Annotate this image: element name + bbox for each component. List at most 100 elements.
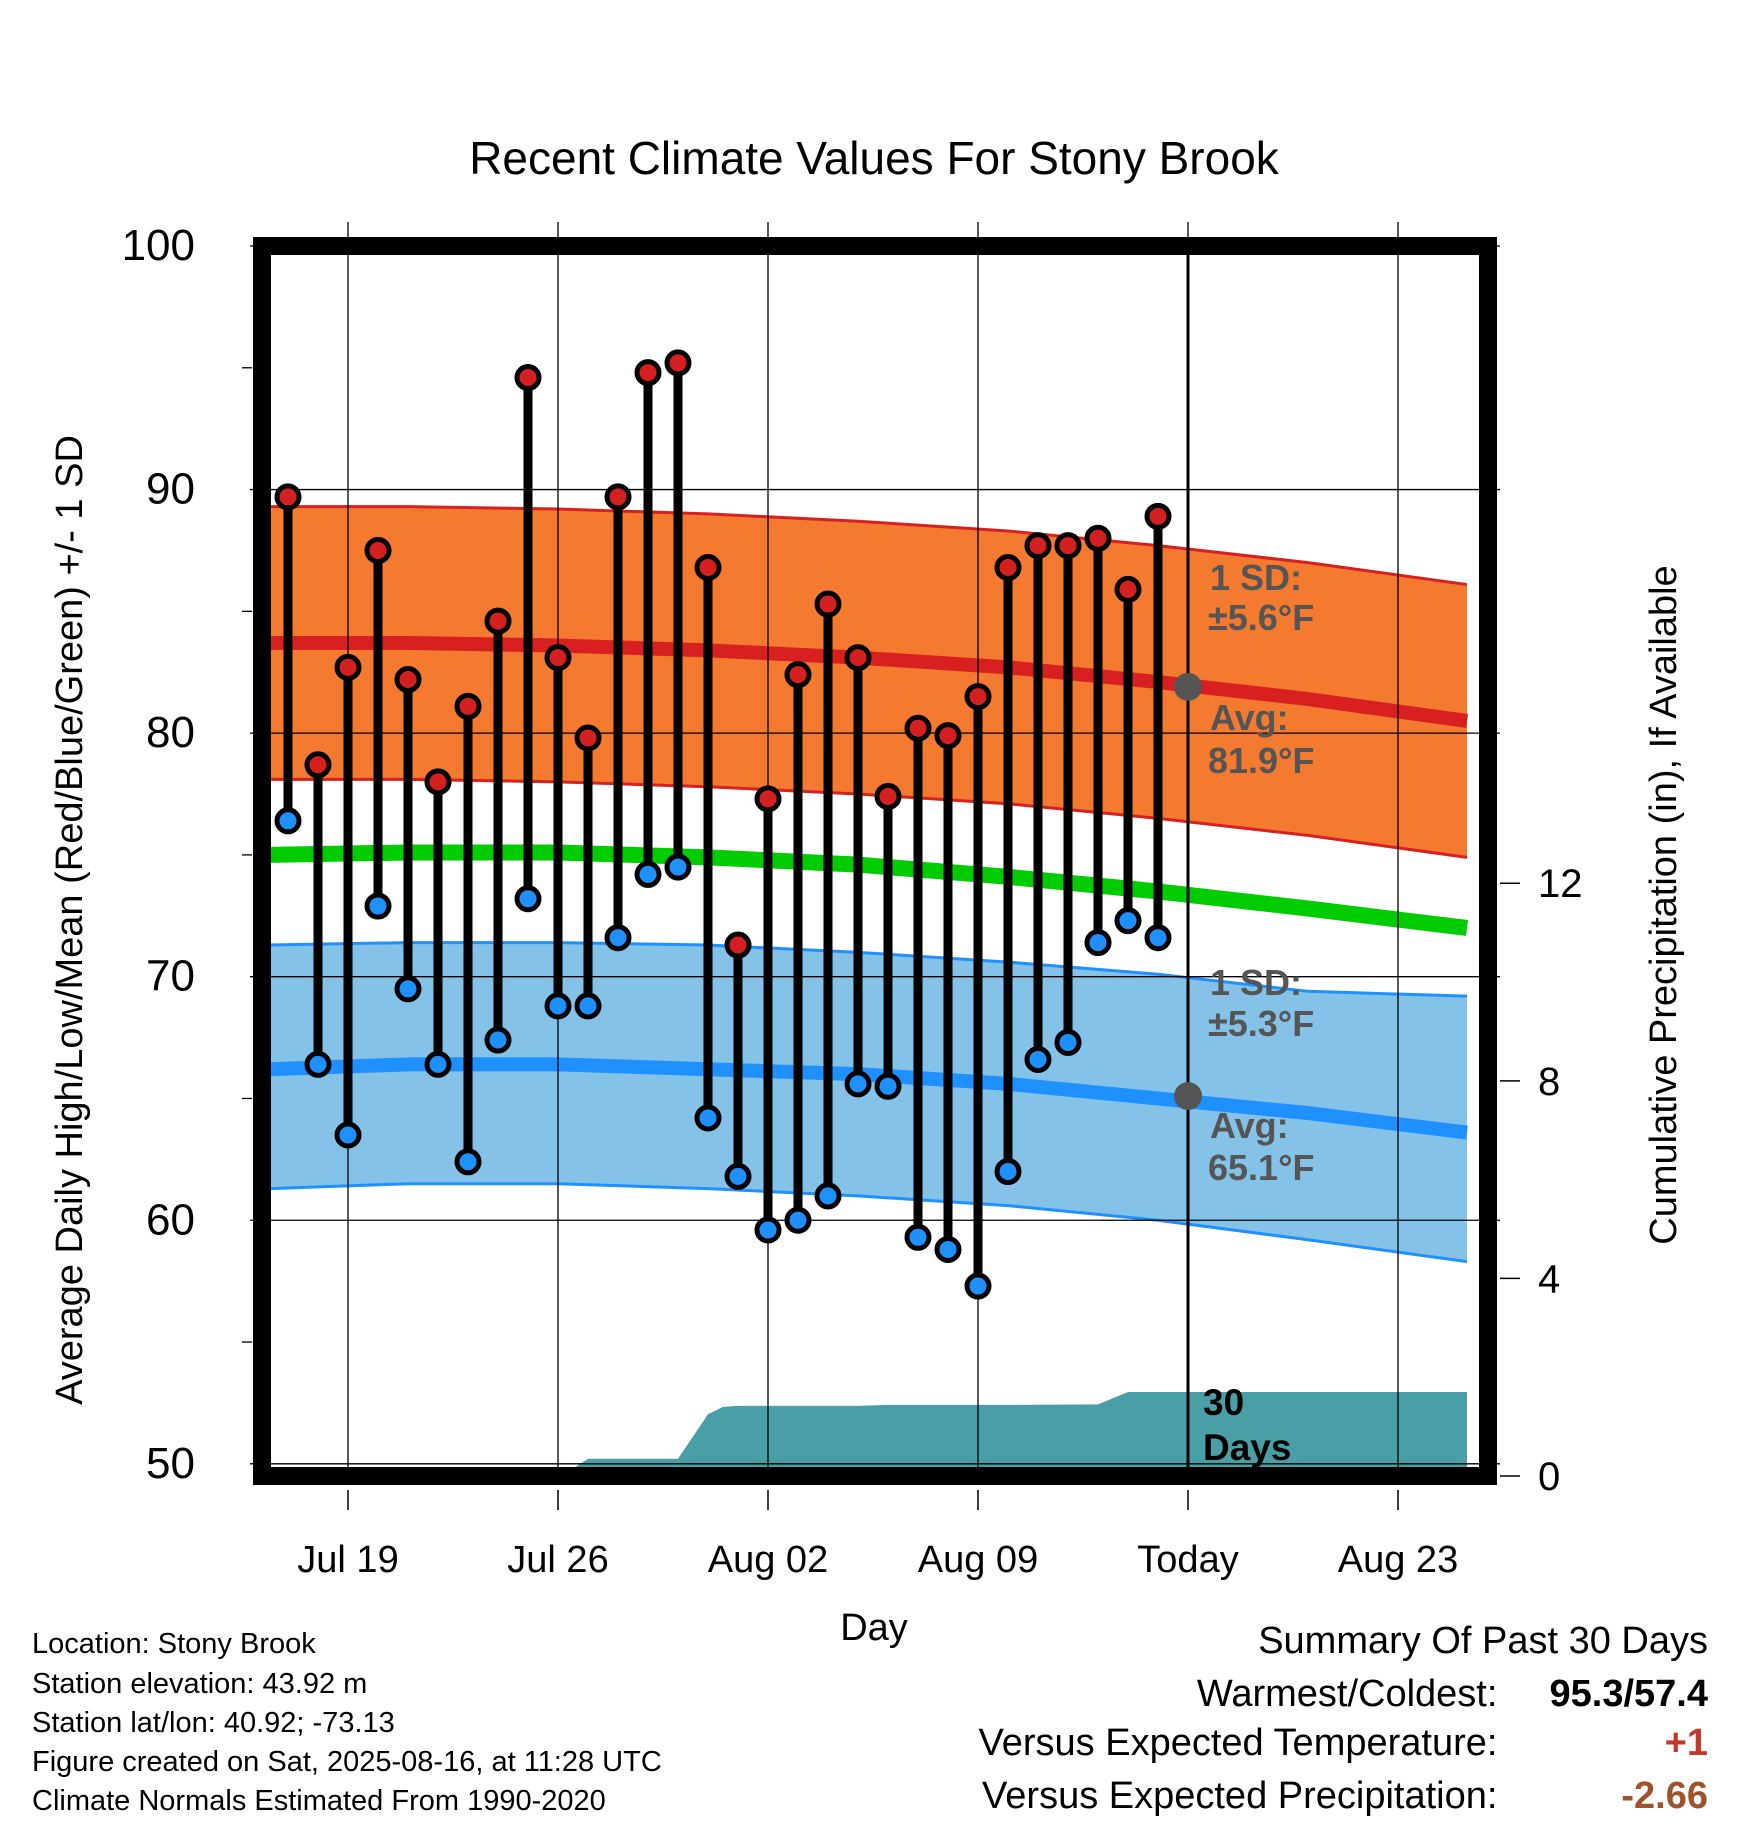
daily-low-point bbox=[544, 992, 572, 1020]
daily-low-point bbox=[1024, 1046, 1052, 1074]
daily-high-point bbox=[904, 714, 932, 742]
annotations: 1 SD: ±5.6°F Avg: 81.9°F 1 SD: ±5.3°F Av… bbox=[1174, 557, 1314, 1468]
high-sd-value: ±5.6°F bbox=[1208, 597, 1314, 638]
daily-high-point bbox=[454, 692, 482, 720]
daily-high-point bbox=[274, 483, 302, 511]
x-axis-label: Day bbox=[840, 1607, 908, 1649]
x-tick-label: Aug 09 bbox=[918, 1539, 1038, 1581]
daily-high-point bbox=[1114, 575, 1142, 603]
created-text: Figure created on Sat, 2025-08-16, at 11… bbox=[32, 1746, 662, 1778]
daily-low-point bbox=[724, 1162, 752, 1190]
y2-tick-label: 8 bbox=[1538, 1060, 1560, 1104]
y-tick-label: 100 bbox=[122, 221, 195, 270]
y-axis-label: Average Daily High/Low/Mean (Red/Blue/Gr… bbox=[49, 435, 91, 1405]
y2-tick-label: 0 bbox=[1538, 1455, 1560, 1499]
location-text: Location: Stony Brook bbox=[32, 1628, 316, 1660]
daily-low-point bbox=[1144, 924, 1172, 952]
daily-low-point bbox=[454, 1148, 482, 1176]
daily-low-point bbox=[664, 853, 692, 881]
y2-tick-label: 12 bbox=[1538, 862, 1583, 906]
daily-high-point bbox=[694, 554, 722, 582]
elevation-text: Station elevation: 43.92 m bbox=[32, 1668, 368, 1700]
period-label-number: 30 bbox=[1203, 1382, 1244, 1423]
x-tick-label: Aug 02 bbox=[708, 1539, 828, 1581]
precip-area bbox=[270, 1392, 1467, 1476]
high-avg-today-marker bbox=[1174, 672, 1202, 701]
daily-low-point bbox=[424, 1050, 452, 1078]
daily-high-point bbox=[664, 349, 692, 377]
summary-heading: Summary Of Past 30 Days bbox=[1258, 1620, 1708, 1662]
precip-layer bbox=[270, 1392, 1467, 1476]
daily-low-point bbox=[1054, 1028, 1082, 1056]
x-tick-label: Aug 23 bbox=[1338, 1539, 1458, 1581]
daily-low-point bbox=[394, 975, 422, 1003]
x-tick-label: Jul 19 bbox=[297, 1539, 398, 1581]
warmest-value: 95.3/57.4 bbox=[1549, 1673, 1708, 1715]
daily-low-point bbox=[1114, 907, 1142, 935]
daily-high-point bbox=[724, 931, 752, 959]
daily-low-point bbox=[604, 924, 632, 952]
plot-border bbox=[253, 237, 1497, 1485]
chart-title: Recent Climate Values For Stony Brook bbox=[469, 132, 1280, 184]
daily-high-point bbox=[874, 782, 902, 810]
latlon-text: Station lat/lon: 40.92; -73.13 bbox=[32, 1707, 395, 1739]
precip-vs-expected-label: Versus Expected Precipitation: bbox=[982, 1775, 1498, 1817]
high-avg-value: 81.9°F bbox=[1208, 740, 1314, 781]
high-sd-upper-line bbox=[270, 505, 1468, 587]
daily-low-point bbox=[844, 1070, 872, 1098]
daily-low-point bbox=[964, 1272, 992, 1300]
warmest-coldest-row: Warmest/Coldest: 95.3/57.4 bbox=[1197, 1673, 1708, 1716]
daily-low-point bbox=[334, 1121, 362, 1149]
y-tick-label: 80 bbox=[146, 708, 195, 757]
y2-axis-label: Cumulative Precipitation (in), If Availa… bbox=[1643, 565, 1685, 1244]
daily-low-point bbox=[814, 1182, 842, 1210]
daily-high-point bbox=[784, 661, 812, 689]
daily-high-point bbox=[1054, 532, 1082, 560]
daily-low-point bbox=[694, 1104, 722, 1132]
axes: 50 60 70 80 90 100 0 4 8 12 Jul 19 Jul 26 Aug 02 Aug … bbox=[122, 221, 1583, 1581]
daily-high-point bbox=[814, 590, 842, 618]
low-sd-lower-line bbox=[269, 1182, 1468, 1264]
high-sd-band bbox=[270, 506, 1467, 858]
high-sd-label: 1 SD: bbox=[1210, 557, 1302, 598]
temp-vs-expected-value: +1 bbox=[1664, 1722, 1708, 1764]
daily-low-point bbox=[874, 1072, 902, 1100]
daily-high-point bbox=[424, 768, 452, 796]
daily-low-point bbox=[634, 860, 662, 888]
low-sd-label: 1 SD: bbox=[1210, 962, 1302, 1003]
daily-high-point bbox=[754, 785, 782, 813]
warmest-label: Warmest/Coldest: bbox=[1196, 1673, 1498, 1715]
daily-low-point bbox=[274, 807, 302, 835]
daily-high-point bbox=[1144, 502, 1172, 530]
daily-low-point bbox=[934, 1235, 962, 1263]
low-avg-value: 65.1°F bbox=[1208, 1147, 1314, 1188]
y-tick-label: 60 bbox=[146, 1195, 195, 1244]
low-avg-label: Avg: bbox=[1210, 1105, 1289, 1146]
daily-high-point bbox=[934, 722, 962, 750]
low-avg-today-marker bbox=[1174, 1082, 1202, 1111]
daily-low-point bbox=[574, 992, 602, 1020]
x-tick-label: Jul 26 bbox=[507, 1539, 608, 1581]
high-avg-label: Avg: bbox=[1210, 697, 1289, 738]
y-tick-label: 90 bbox=[146, 465, 195, 514]
normal-bands bbox=[269, 505, 1468, 1264]
daily-high-point bbox=[604, 483, 632, 511]
daily-high-point bbox=[514, 364, 542, 392]
daily-high-point bbox=[304, 751, 332, 779]
daily-low-point bbox=[304, 1050, 332, 1078]
daily-high-point bbox=[574, 724, 602, 752]
y-tick-label: 70 bbox=[146, 952, 195, 1001]
daily-low-point bbox=[754, 1216, 782, 1244]
daily-high-point bbox=[544, 644, 572, 672]
daily-high-point bbox=[484, 607, 512, 635]
mean-line bbox=[269, 844, 1468, 936]
daily-low-point bbox=[784, 1206, 812, 1234]
daily-high-point bbox=[844, 644, 872, 672]
daily-high-point bbox=[334, 653, 362, 681]
daily-low-point bbox=[514, 885, 542, 913]
daily-low-point bbox=[1084, 929, 1112, 957]
plot-frame bbox=[253, 237, 1497, 1485]
daily-low-point bbox=[484, 1026, 512, 1054]
x-tick-label: Today bbox=[1137, 1539, 1238, 1581]
